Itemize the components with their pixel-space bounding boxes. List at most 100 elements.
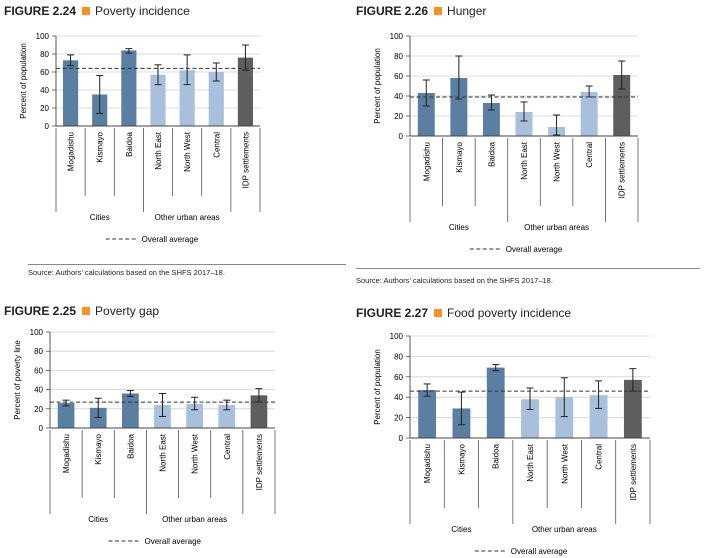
y-axis-label: Percent of population xyxy=(373,48,382,124)
chart-svg: Percent of population 0 20 40 60 80 100 Mogadis… xyxy=(373,32,639,254)
bar xyxy=(250,395,268,428)
bar xyxy=(418,390,437,438)
bar xyxy=(62,60,79,126)
title-square-icon xyxy=(82,307,91,315)
chart-panel-poverty-incidence: FIGURE 2.24 Poverty incidence Percent of … xyxy=(0,0,350,286)
figure-number: FIGURE 2.26 xyxy=(356,4,429,18)
bar xyxy=(613,75,631,136)
y-tick-label: 60 xyxy=(40,68,49,77)
bar xyxy=(179,70,195,126)
y-tick-label: 40 xyxy=(394,393,403,402)
y-axis-label: Percent of population xyxy=(373,349,382,425)
y-axis-label: Percent of poverty line xyxy=(13,340,22,420)
source-rule xyxy=(356,268,700,269)
y-tick-label: 0 xyxy=(39,424,44,433)
category-label: Kismayo xyxy=(455,141,464,172)
category-label: Central xyxy=(585,142,594,168)
figure-number: FIGURE 2.27 xyxy=(356,306,429,320)
y-tick-label: 80 xyxy=(394,52,403,61)
legend-label: Overall average xyxy=(506,245,563,254)
category-label: Baidoa xyxy=(492,443,501,468)
bar xyxy=(486,367,505,438)
bar xyxy=(515,112,533,136)
y-tick-label: 60 xyxy=(394,72,403,81)
category-label: North East xyxy=(159,433,168,472)
y-tick-label: 40 xyxy=(40,86,49,95)
y-tick-label: 40 xyxy=(34,386,43,395)
group-label-cities: Cities xyxy=(90,213,110,222)
y-tick-label: 20 xyxy=(394,414,403,423)
legend-label: Overall average xyxy=(511,547,568,556)
title-square-icon xyxy=(434,7,443,15)
figure-title-text: Food poverty incidence xyxy=(447,306,572,320)
category-label: IDP settlements xyxy=(618,142,627,198)
chart-svg: Percent of poverty line 0 20 40 60 80 100 Mogad… xyxy=(13,328,276,546)
bar xyxy=(521,399,539,438)
bar xyxy=(218,404,236,428)
y-tick-label: 100 xyxy=(390,32,404,41)
chart-panel-poverty-gap: FIGURE 2.25 Poverty gap Percent of povert… xyxy=(0,298,350,558)
y-tick-label: 80 xyxy=(40,50,49,59)
category-label: IDP settlements xyxy=(629,444,638,500)
category-label: Baidoa xyxy=(487,141,496,166)
category-label: Mogadishu xyxy=(67,132,76,171)
bar xyxy=(186,404,203,428)
y-tick-label: 80 xyxy=(34,347,43,356)
group-label-cities: Cities xyxy=(449,223,469,232)
y-tick-label: 100 xyxy=(36,32,50,41)
chart-svg: Percent of population 0 20 40 60 80 100 Mogadis… xyxy=(373,332,651,556)
category-label: IDP settlements xyxy=(255,434,264,490)
y-tick-label: 0 xyxy=(399,434,404,443)
legend-label: Overall average xyxy=(145,537,202,546)
figure-title: FIGURE 2.24 Poverty incidence xyxy=(4,4,190,18)
bar xyxy=(589,395,608,438)
group-label-cities: Cities xyxy=(88,515,108,524)
y-tick-label: 80 xyxy=(394,352,403,361)
category-label: Kismayo xyxy=(457,443,466,474)
y-tick-label: 20 xyxy=(34,405,43,414)
category-label: Baidoa xyxy=(125,131,134,156)
bar xyxy=(555,397,574,438)
group-label-other-urban: Other urban areas xyxy=(162,515,227,524)
bar xyxy=(122,393,139,428)
y-tick-label: 20 xyxy=(394,112,403,121)
y-tick-label: 60 xyxy=(34,366,43,375)
category-label: North East xyxy=(520,141,529,180)
bar xyxy=(121,50,137,126)
category-label: North West xyxy=(560,443,569,484)
source-note: Source: Authors’ calculations based on t… xyxy=(356,276,553,285)
figure-title-text: Poverty gap xyxy=(95,304,160,318)
figure-title: FIGURE 2.26 Hunger xyxy=(356,4,486,18)
category-label: Mogadishu xyxy=(422,142,431,181)
category-label: Mogadishu xyxy=(62,434,71,473)
category-label: Kismayo xyxy=(94,433,103,464)
title-square-icon xyxy=(434,309,443,317)
bar xyxy=(237,57,254,126)
chart-svg: Percent of population 0 20 40 60 80 100 Mogadis… xyxy=(19,32,261,244)
group-label-other-urban: Other urban areas xyxy=(155,213,220,222)
figure-number: FIGURE 2.24 xyxy=(4,4,77,18)
chart-panel-food-poverty-incidence: FIGURE 2.27 Food poverty incidence Percen… xyxy=(352,298,705,558)
bar xyxy=(482,103,500,136)
bar xyxy=(623,379,642,438)
figure-title: FIGURE 2.25 Poverty gap xyxy=(4,304,159,318)
group-label-cities: Cities xyxy=(451,525,471,534)
y-axis-label: Percent of population xyxy=(19,43,28,119)
category-label: North West xyxy=(191,433,200,474)
category-label: Kismayo xyxy=(96,131,105,162)
group-label-other-urban: Other urban areas xyxy=(524,223,589,232)
category-label: North East xyxy=(526,443,535,482)
source-rule xyxy=(28,264,346,265)
group-label-other-urban: Other urban areas xyxy=(532,525,597,534)
figure-title-text: Poverty incidence xyxy=(95,4,190,18)
category-label: North West xyxy=(553,141,562,182)
y-tick-label: 60 xyxy=(394,373,403,382)
y-tick-label: 0 xyxy=(399,132,404,141)
chart-panel-hunger: FIGURE 2.26 Hunger Percent of population 0… xyxy=(352,0,705,290)
figure-title: FIGURE 2.27 Food poverty incidence xyxy=(356,306,571,320)
category-label: Central xyxy=(595,444,604,470)
category-label: Mogadishu xyxy=(423,444,432,483)
category-label: Central xyxy=(223,434,232,460)
category-label: North West xyxy=(183,131,192,172)
category-label: Central xyxy=(212,132,221,158)
